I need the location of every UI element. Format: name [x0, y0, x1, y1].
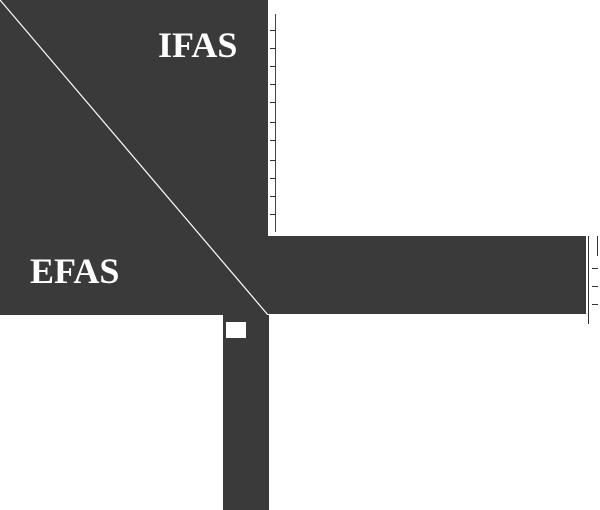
row-band-right-edge [588, 236, 589, 324]
axis-tick [270, 160, 276, 161]
axis-tick [270, 178, 276, 179]
axis-tick [270, 48, 276, 49]
axis-tick [270, 30, 276, 31]
axis-tick [270, 214, 276, 215]
row-band [268, 236, 586, 314]
axis-tick [270, 102, 276, 103]
axis-line [275, 14, 276, 232]
diagonal-divider [0, 0, 268, 315]
ifas-label: IFAS [158, 25, 238, 65]
column-tab [226, 322, 246, 338]
column-band [223, 315, 269, 510]
axis-tick [270, 196, 276, 197]
axis-tick [270, 66, 276, 67]
efas-label: EFAS [30, 251, 120, 291]
axis-tick [270, 84, 276, 85]
axis-tick [592, 286, 598, 287]
axis-line [597, 236, 598, 256]
axis-tick [592, 268, 598, 269]
axis-tick [270, 140, 276, 141]
axis-tick [592, 304, 598, 305]
axis-tick [270, 122, 276, 123]
corner-right-edge [268, 0, 269, 315]
